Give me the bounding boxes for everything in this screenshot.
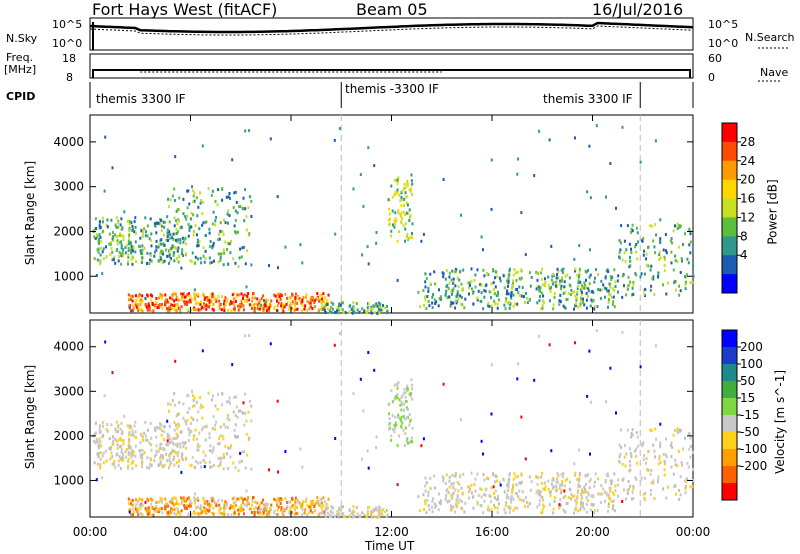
echo-near-range: [127, 496, 330, 517]
echo-sparse-noise: [95, 124, 662, 310]
power-colorbar-tick-label-4: 12: [740, 210, 755, 224]
power-colorbar-cell-8: [722, 274, 737, 294]
echo-sparse-noise: [95, 329, 662, 514]
echo-band-morning: [92, 420, 180, 470]
velocity-colorbar-cell-9: [722, 483, 737, 501]
power-colorbar-tick-label-6: 4: [740, 248, 748, 262]
velocity-ytick-label-3: 4000: [53, 340, 84, 354]
power-colorbar-cell-4: [722, 198, 737, 218]
echo-afternoon-band: [417, 267, 620, 311]
time-xtick-label-4: 16:00: [475, 525, 510, 539]
velocity-colorbar-tick-label-6: -100: [740, 442, 767, 456]
velocity-colorbar-cell-4: [722, 398, 737, 416]
time-xtick-label-3: 12:00: [374, 525, 409, 539]
echo-noon-streak: [387, 173, 414, 243]
nsearch-label: N.Search: [745, 31, 795, 44]
velocity-colorbar-cell-8: [722, 466, 737, 484]
nsky-top-tick: 10^5: [52, 18, 83, 31]
time-xtick-label-5: 20:00: [575, 525, 610, 539]
nave-top-tick: 60: [708, 52, 722, 65]
time-xlabel: Time UT: [365, 539, 415, 553]
velocity-colorbar-tick-label-0: 200: [740, 340, 763, 354]
power-colorbar-tick-label-2: 20: [740, 173, 755, 187]
power-colorbar-cell-0: [722, 123, 737, 143]
cpid-segment-2: themis -3300 IF: [345, 82, 439, 96]
time-xtick-label-1: 04:00: [173, 525, 208, 539]
velocity-colorbar-tick-label-5: -50: [740, 425, 760, 439]
velocity-colorbar-tick-label-2: 50: [740, 374, 755, 388]
echo-afternoon-band: [417, 471, 620, 515]
velocity-colorbar-tick-label-7: -200: [740, 459, 767, 473]
power-ytick-label-0: 1000: [53, 269, 84, 283]
nsky-bottom-tick: 10^0: [52, 37, 83, 50]
power-colorbar-cell-7: [722, 255, 737, 275]
velocity-ytick-label-2: 3000: [53, 384, 84, 398]
velocity-colorbar-cell-1: [722, 347, 737, 365]
nsearch-bottom-tick: 10^0: [708, 37, 739, 50]
power-panel-frame: [89, 114, 694, 314]
echo-noon-streak: [387, 378, 414, 448]
echo-evening: [618, 427, 695, 502]
echo-near-range-noon: [320, 301, 389, 315]
velocity-panel-frame: [89, 319, 694, 518]
velocity-colorbar-cell-2: [722, 364, 737, 382]
power-colorbar-tick-label-1: 24: [740, 154, 755, 168]
freq-top-tick: 18: [62, 52, 76, 65]
echo-band-morning: [92, 216, 180, 266]
nsearch-trace: [89, 25, 694, 36]
date-label: 16/Jul/2016: [592, 0, 684, 19]
freq-panel-frame: [89, 53, 694, 79]
echo-band-rising: [166, 187, 253, 268]
cpid-segment-1: themis 3300 IF: [96, 92, 186, 106]
velocity-colorbar-cell-3: [722, 381, 737, 399]
power-colorbar-cell-5: [722, 217, 737, 237]
velocity-colorbar-tick-label-4: -15: [740, 408, 760, 422]
velocity-ytick-label-0: 1000: [53, 473, 84, 487]
echo-evening: [618, 222, 695, 297]
nsky-trace: [89, 21, 694, 34]
power-colorbar-tick-label-0: 28: [740, 135, 755, 149]
freq-bottom-tick: 8: [66, 71, 73, 84]
power-colorbar-frame: [721, 122, 738, 294]
nave-bottom-tick: 0: [708, 71, 715, 84]
velocity-colorbar-cell-0: [722, 330, 737, 348]
freq-trace: [92, 69, 691, 78]
freq-label: Freq.: [6, 51, 34, 64]
nave-label: Nave: [760, 66, 789, 79]
velocity-ytick-label-1: 2000: [53, 429, 84, 443]
velocity-colorbar-tick-label-3: 15: [740, 391, 755, 405]
radar-title: Fort Hays West (fitACF): [92, 0, 278, 19]
power-colorbar-tick-label-5: 8: [740, 229, 748, 243]
time-xtick-label-0: 00:00: [73, 525, 108, 539]
freq-unit-label: [MHz]: [4, 63, 37, 76]
power-ytick-label-1: 2000: [53, 224, 84, 238]
velocity-colorbar-cell-7: [722, 449, 737, 467]
power-ytick-label-2: 3000: [53, 180, 84, 194]
beam-label: Beam 05: [356, 0, 428, 19]
power-ytick-label-3: 4000: [53, 135, 84, 149]
time-xtick-label-2: 08:00: [274, 525, 309, 539]
echo-near-range: [127, 292, 330, 313]
power-colorbar-cell-1: [722, 141, 737, 162]
cpid-label: CPID: [6, 90, 36, 103]
power-colorbar-cell-2: [722, 160, 737, 181]
power-colorbar-tick-label-3: 16: [740, 192, 755, 206]
power-colorbar-cell-3: [722, 179, 737, 200]
nsky-label: N.Sky: [6, 32, 38, 45]
velocity-colorbar-cell-6: [722, 432, 737, 450]
nsky-panel-frame: [89, 17, 694, 51]
time-xtick-label-6: 00:00: [676, 525, 711, 539]
velocity-colorbar-tick-label-1: 100: [740, 357, 763, 371]
cpid-segment-3: themis 3300 IF: [543, 92, 633, 106]
power-colorbar-cell-6: [722, 236, 737, 256]
echo-band-rising: [166, 391, 253, 473]
nsearch-top-tick: 10^5: [708, 18, 739, 31]
velocity-colorbar-cell-5: [722, 415, 737, 433]
echo-near-range-noon: [320, 505, 389, 519]
